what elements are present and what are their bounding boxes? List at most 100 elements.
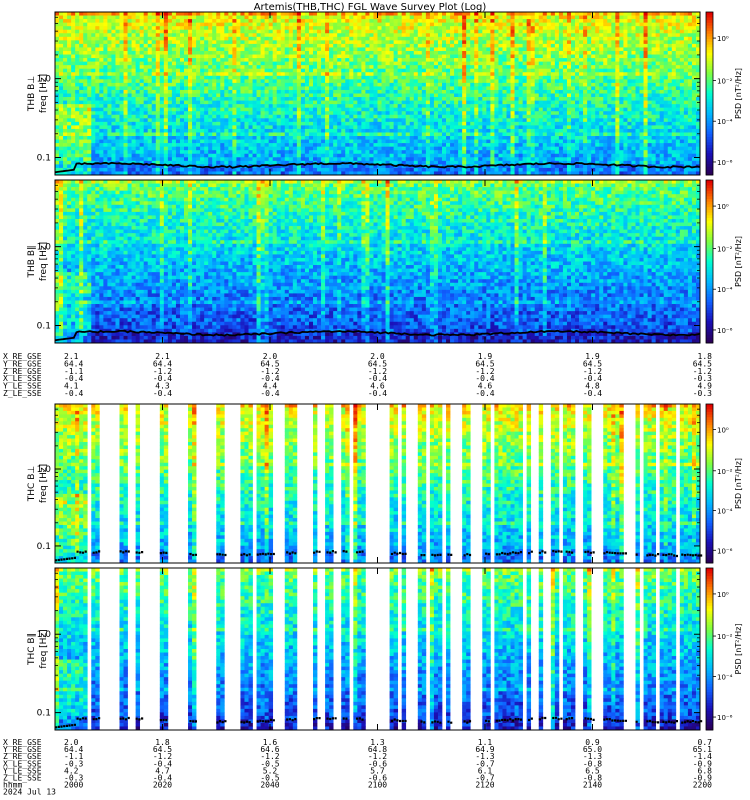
ephemeris-row-label: Z_LE_SSE [3, 774, 42, 783]
y-tick-label: 0.1 [37, 322, 51, 332]
y-axis-freq-label: freq [Hz] [39, 464, 49, 503]
colorbar: 10⁰ 10⁻² 10⁻⁴ 10⁻⁶ PSD [nT²/Hz] [705, 11, 743, 176]
ephemeris-value: 5.7 [370, 766, 385, 775]
ephemeris-value: 4.7 [155, 766, 170, 775]
colorbar-tick-label: 10⁰ [717, 591, 729, 599]
cyclotron-trace [55, 716, 703, 729]
colorbar-tick-label: 10⁻⁴ [717, 674, 733, 682]
colorbar-label: PSD [nT²/Hz] [734, 236, 743, 287]
colorbar: 10⁰ 10⁻² 10⁻⁴ 10⁻⁶ PSD [nT²/Hz] [705, 179, 743, 344]
ephemeris-value: -1.1 [64, 752, 83, 761]
ephemeris-value: -0.5 [260, 774, 279, 783]
ephemeris-value: 65.1 [693, 745, 712, 754]
y-tick-label: 1.0 [37, 465, 52, 475]
ephemeris-row-label: X_RE_GSE [3, 738, 42, 747]
spectrogram-panel-thb-bperp: 1.0 0.1 THB B⊥ freq [Hz] 10⁰ 10⁻² 10⁻⁴ 10⁻⁶ PSD … [27, 11, 743, 176]
spectrogram-cells [55, 568, 701, 731]
ephemeris-row-label: X_LE_SSE [3, 759, 42, 768]
spectrogram-panel-thc-bperp: 1.0 0.1 THC B⊥ freq [Hz] 10⁰ 10⁻² 10⁻⁴ 10⁻⁶ PSD … [27, 403, 743, 564]
ephemeris-value: 6.5 [585, 766, 600, 775]
ephemeris-value: -0.9 [693, 774, 712, 783]
ephemeris-value: 64.8 [368, 745, 387, 754]
colorbar-frame [705, 567, 714, 731]
ephemeris-value: -0.7 [475, 774, 494, 783]
colorbar: 10⁰ 10⁻² 10⁻⁴ 10⁻⁶ PSD [nT²/Hz] [705, 567, 743, 731]
thc-ephemeris-table: X_RE_GSEY_RE_GSEZ_RE_GSEX_LE_SSEY_LE_SSE… [3, 738, 712, 797]
ephemeris-value: 64.5 [693, 359, 712, 368]
ephemeris-row-label: Y_RE_GSE [3, 745, 42, 754]
ephemeris-value: -0.7 [475, 759, 494, 768]
ephemeris-value: 1.6 [263, 738, 278, 747]
ephemeris-value: 64.5 [583, 359, 602, 368]
ephemeris-value: -1.2 [368, 367, 387, 376]
colorbar-tick-label: 10⁻² [717, 633, 733, 641]
ephemeris-value: 2120 [475, 781, 494, 790]
ephemeris-row-label: Y_LE_SSE [3, 766, 42, 775]
ephemeris-value: 2.1 [64, 352, 79, 361]
cyclotron-trace [54, 329, 701, 342]
colorbar-tick-label: 10⁻² [717, 245, 733, 253]
ephemeris-value: -0.4 [260, 374, 279, 383]
ephemeris-value: 2.1 [155, 352, 170, 361]
colorbar: 10⁰ 10⁻² 10⁻⁴ 10⁻⁶ PSD [nT²/Hz] [705, 403, 743, 564]
ephemeris-value: 5.2 [263, 766, 278, 775]
ephemeris-value: 1.9 [478, 352, 493, 361]
ephemeris-value: -1.3 [475, 752, 494, 761]
y-tick-label: 0.1 [37, 154, 51, 164]
ephemeris-value: -0.3 [693, 389, 712, 398]
spectrogram-panel-thb-bpar: 1.0 0.1 THB B∥ freq [Hz] 10⁰ 10⁻² 10⁻⁴ 10⁻⁶ PSD … [27, 179, 743, 344]
ephemeris-value: 1.8 [698, 352, 713, 361]
ephemeris-value: 1.9 [585, 352, 600, 361]
colorbar-tick-label: 10⁻⁶ [717, 547, 733, 555]
ephemeris-value: -0.4 [475, 389, 494, 398]
ephemeris-value: 64.4 [64, 359, 83, 368]
colorbar-tick-label: 10⁰ [717, 35, 729, 43]
y-axis-probe-label: THC B∥ [27, 633, 37, 666]
y-tick-label: 1.0 [37, 630, 52, 640]
ephemeris-value: -0.8 [583, 774, 602, 783]
ephemeris-value: 64.4 [153, 359, 172, 368]
ephemeris-value: 2020 [153, 781, 172, 790]
ephemeris-row-label: Z_RE_GSE [3, 752, 42, 761]
ephemeris-value: 4.6 [370, 382, 385, 391]
spectrogram-panel-thc-bpar: 1.0 0.1 THC B∥ freq [Hz] 10⁰ 10⁻² 10⁻⁴ 10⁻⁶ PSD … [27, 567, 743, 731]
ephemeris-value: 1.1 [478, 738, 493, 747]
y-tick-label: 0.1 [37, 709, 51, 719]
y-axis-freq-label: freq [Hz] [39, 242, 49, 281]
ephemeris-value: 64.5 [260, 359, 279, 368]
ephemeris-value: -0.4 [583, 374, 602, 383]
y-tick-label: 0.1 [37, 542, 51, 552]
colorbar-tick-label: 10⁻⁴ [717, 286, 733, 294]
ephemeris-value: -0.4 [368, 389, 387, 398]
colorbar-frame [705, 403, 714, 564]
ephemeris-value: 0.7 [698, 738, 713, 747]
ephemeris-value: 1.3 [370, 738, 385, 747]
ephemeris-value: -0.4 [583, 389, 602, 398]
ephemeris-value: 4.6 [478, 382, 493, 391]
ephemeris-value: -0.5 [260, 759, 279, 768]
ephemeris-value: 64.5 [475, 359, 494, 368]
ephemeris-value: 64.5 [153, 745, 172, 754]
colorbar-tick-label: 10⁰ [717, 203, 729, 211]
figure-title: Artemis(THB,THC) FGL Wave Survey Plot (L… [254, 2, 487, 13]
y-axis-probe-label: THB B⊥ [27, 76, 37, 112]
ephemeris-value: 2100 [368, 781, 387, 790]
colorbar-tick-label: 10⁻⁶ [717, 327, 733, 335]
ephemeris-value: -0.4 [153, 759, 172, 768]
thb-ephemeris-table: X_RE_GSEY_RE_GSEZ_RE_GSEX_LE_SSEY_LE_SSE… [3, 352, 712, 398]
ephemeris-row-label: X_LE_SSE [3, 374, 42, 383]
colorbar-label: PSD [nT²/Hz] [734, 624, 743, 675]
ephemeris-value: -1.4 [693, 752, 712, 761]
ephemeris-value: 64.6 [260, 745, 279, 754]
ephemeris-value: 2040 [260, 781, 279, 790]
colorbar-label: PSD [nT²/Hz] [734, 68, 743, 119]
colorbar-tick-label: 10⁻⁴ [717, 118, 733, 126]
y-tick-label: 1.0 [37, 243, 52, 253]
cyclotron-trace [54, 161, 701, 174]
ephemeris-value: -0.4 [153, 389, 172, 398]
ephemeris-row-label: Y_RE_GSE [3, 359, 42, 368]
ephemeris-value: -1.1 [64, 367, 83, 376]
ephemeris-value: 4.9 [698, 382, 713, 391]
ephemeris-value: -0.6 [368, 774, 387, 783]
ephemeris-value: 64.4 [64, 745, 83, 754]
